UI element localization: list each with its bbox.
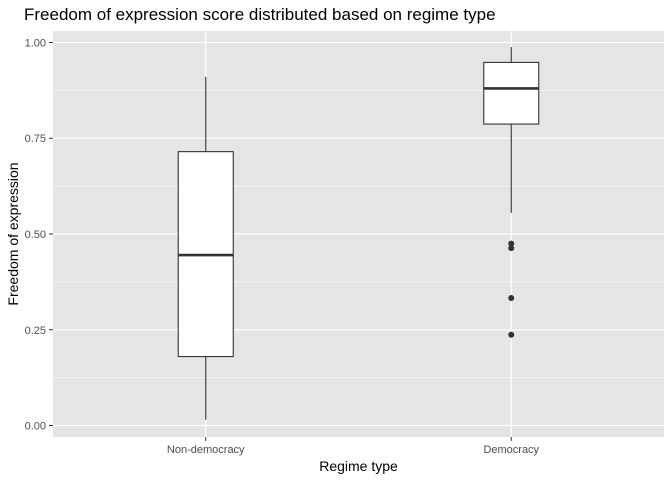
x-axis-title: Regime type: [319, 458, 398, 474]
outlier-point: [508, 294, 515, 301]
x-axis-ticks: Non-democracy Democracy: [167, 437, 540, 456]
y-tick-label: 1.00: [25, 37, 46, 49]
outlier-point: [508, 240, 515, 247]
y-tick-label: 0.50: [25, 229, 46, 241]
box-layer: [177, 47, 540, 420]
x-tick-label: Non-democracy: [167, 444, 245, 456]
x-tick-label: Democracy: [483, 444, 539, 456]
y-tick-label: 0.25: [25, 325, 46, 337]
outlier-point: [508, 331, 515, 338]
y-axis-ticks: 0.00 0.25 0.50 0.75 1.00: [25, 37, 53, 433]
iqr-box: [483, 61, 540, 125]
outlier-point: [508, 245, 515, 252]
y-axis-title: Freedom of expression: [5, 162, 21, 305]
y-tick-label: 0.00: [25, 421, 46, 433]
y-tick-label: 0.75: [25, 133, 46, 145]
chart-title: Freedom of expression score distributed …: [24, 5, 496, 24]
